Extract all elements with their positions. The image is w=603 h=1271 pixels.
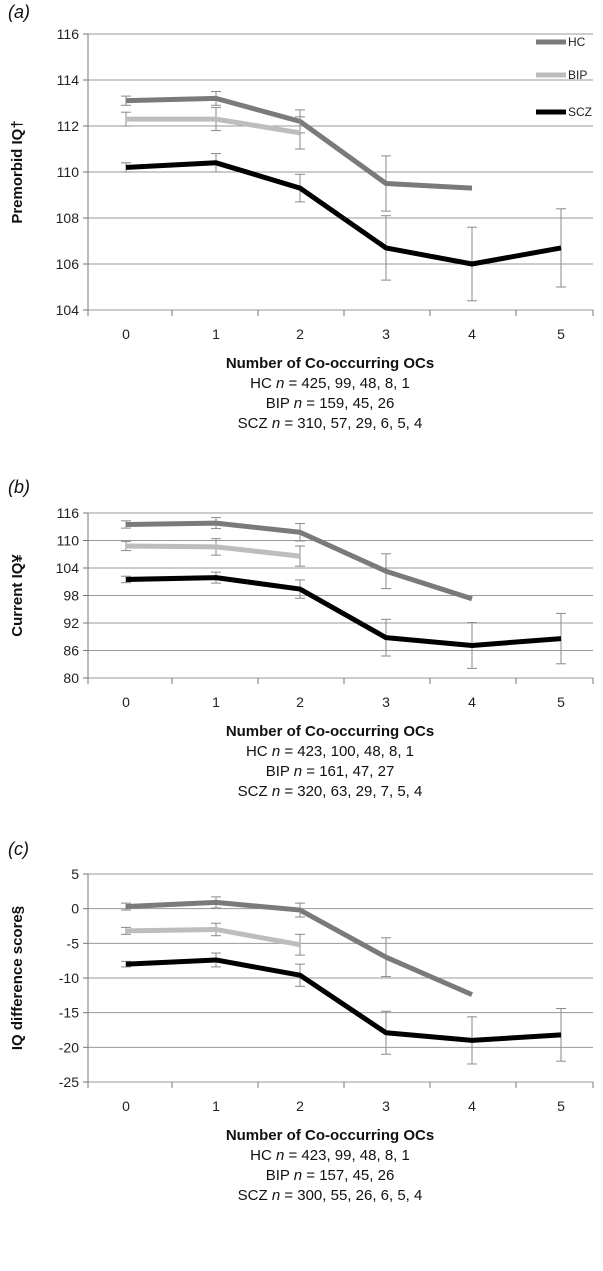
sample-size-n: n bbox=[272, 1187, 280, 1204]
sample-size-values: = 425, 99, 48, 8, 1 bbox=[284, 375, 410, 392]
sample-size-n: n bbox=[294, 395, 302, 412]
x-axis-label: Number of Co-occurring OCs bbox=[226, 355, 434, 372]
sample-size-group: SCZ bbox=[238, 783, 272, 800]
sample-size-group: BIP bbox=[266, 1167, 294, 1184]
x-tick-label: 1 bbox=[212, 1098, 220, 1114]
y-tick-label: 104 bbox=[56, 560, 80, 576]
y-tick-label: 104 bbox=[56, 302, 80, 318]
y-tick-label: 106 bbox=[56, 256, 80, 272]
y-tick-label: 108 bbox=[56, 210, 80, 226]
y-tick-label: 86 bbox=[63, 643, 79, 659]
x-tick-label: 4 bbox=[468, 694, 476, 710]
y-tick-label: 98 bbox=[63, 588, 79, 604]
sample-size-n: n bbox=[272, 743, 280, 760]
sample-size-line: SCZ n = 320, 63, 29, 7, 5, 4 bbox=[238, 783, 423, 800]
series-line-bip bbox=[125, 543, 301, 559]
series-line-scz bbox=[125, 957, 562, 1043]
x-tick-label: 5 bbox=[557, 1098, 565, 1114]
legend-label-scz: SCZ bbox=[568, 105, 592, 119]
series-line-scz bbox=[125, 160, 562, 267]
sample-size-line: SCZ n = 300, 55, 26, 6, 5, 4 bbox=[238, 1187, 423, 1204]
x-tick-label: 2 bbox=[296, 694, 304, 710]
sample-size-group: HC bbox=[250, 1147, 276, 1164]
x-tick-label: 0 bbox=[122, 326, 130, 342]
sample-size-values: = 423, 100, 48, 8, 1 bbox=[280, 743, 414, 760]
x-tick-label: 2 bbox=[296, 326, 304, 342]
x-tick-label: 0 bbox=[122, 1098, 130, 1114]
x-tick-label: 3 bbox=[382, 326, 390, 342]
x-axis-label: Number of Co-occurring OCs bbox=[226, 1127, 434, 1144]
sample-size-group: BIP bbox=[266, 763, 294, 780]
series-line-bip bbox=[125, 926, 301, 948]
y-tick-label: 112 bbox=[57, 118, 80, 134]
sample-size-line: BIP n = 161, 47, 27 bbox=[266, 763, 395, 780]
sample-size-line: BIP n = 157, 45, 26 bbox=[266, 1167, 395, 1184]
panel-label: (a) bbox=[8, 2, 30, 22]
sample-size-group: SCZ bbox=[238, 415, 272, 432]
x-tick-label: 5 bbox=[557, 694, 565, 710]
y-tick-label: -5 bbox=[67, 935, 80, 951]
y-axis-label: Premorbid IQ† bbox=[9, 120, 26, 223]
sample-size-n: n bbox=[272, 415, 280, 432]
x-tick-label: 1 bbox=[212, 694, 220, 710]
sample-size-values: = 320, 63, 29, 7, 5, 4 bbox=[280, 783, 422, 800]
sample-size-values: = 157, 45, 26 bbox=[302, 1167, 394, 1184]
sample-size-group: BIP bbox=[266, 395, 294, 412]
series-line-hc bbox=[125, 899, 473, 997]
legend-label-hc: HC bbox=[568, 35, 586, 49]
sample-size-values: = 423, 99, 48, 8, 1 bbox=[284, 1147, 410, 1164]
y-tick-label: 116 bbox=[57, 505, 80, 521]
x-axis-label: Number of Co-occurring OCs bbox=[226, 723, 434, 740]
x-tick-label: 5 bbox=[557, 326, 565, 342]
y-tick-label: -25 bbox=[59, 1074, 79, 1090]
sample-size-values: = 161, 47, 27 bbox=[302, 763, 394, 780]
sample-size-group: HC bbox=[246, 743, 272, 760]
sample-size-group: SCZ bbox=[238, 1187, 272, 1204]
y-tick-label: 110 bbox=[57, 533, 80, 549]
y-tick-label: 80 bbox=[63, 670, 79, 686]
sample-size-values: = 310, 57, 29, 6, 5, 4 bbox=[280, 415, 422, 432]
series-line-scz bbox=[125, 575, 562, 648]
x-tick-label: 3 bbox=[382, 694, 390, 710]
sample-size-line: HC n = 423, 99, 48, 8, 1 bbox=[250, 1147, 410, 1164]
x-tick-label: 4 bbox=[468, 326, 476, 342]
y-tick-label: 0 bbox=[71, 901, 79, 917]
x-tick-label: 0 bbox=[122, 694, 130, 710]
y-axis-label: Current IQ¥ bbox=[9, 554, 26, 637]
y-tick-label: -10 bbox=[59, 970, 79, 986]
sample-size-n: n bbox=[294, 763, 302, 780]
sample-size-n: n bbox=[294, 1167, 302, 1184]
sample-size-line: SCZ n = 310, 57, 29, 6, 5, 4 bbox=[238, 415, 423, 432]
y-tick-label: 5 bbox=[71, 866, 79, 882]
y-tick-label: -20 bbox=[59, 1039, 79, 1055]
y-axis-label: IQ difference score§ bbox=[9, 906, 26, 1050]
sample-size-n: n bbox=[276, 375, 284, 392]
sample-size-values: = 159, 45, 26 bbox=[302, 395, 394, 412]
y-tick-label: 92 bbox=[63, 615, 79, 631]
x-tick-label: 2 bbox=[296, 1098, 304, 1114]
sample-size-n: n bbox=[276, 1147, 284, 1164]
y-tick-label: 116 bbox=[57, 26, 80, 42]
y-tick-label: 110 bbox=[57, 164, 80, 180]
y-tick-label: -15 bbox=[59, 1005, 79, 1021]
x-tick-label: 3 bbox=[382, 1098, 390, 1114]
sample-size-line: HC n = 425, 99, 48, 8, 1 bbox=[250, 375, 410, 392]
x-tick-label: 4 bbox=[468, 1098, 476, 1114]
sample-size-n: n bbox=[272, 783, 280, 800]
y-tick-label: 114 bbox=[57, 72, 80, 88]
sample-size-line: HC n = 423, 100, 48, 8, 1 bbox=[246, 743, 414, 760]
sample-size-line: BIP n = 159, 45, 26 bbox=[266, 395, 395, 412]
panel-label: (c) bbox=[8, 839, 29, 859]
panel-label: (b) bbox=[8, 477, 30, 497]
x-tick-label: 1 bbox=[212, 326, 220, 342]
sample-size-group: HC bbox=[250, 375, 276, 392]
legend-label-bip: BIP bbox=[568, 68, 587, 82]
sample-size-values: = 300, 55, 26, 6, 5, 4 bbox=[280, 1187, 422, 1204]
